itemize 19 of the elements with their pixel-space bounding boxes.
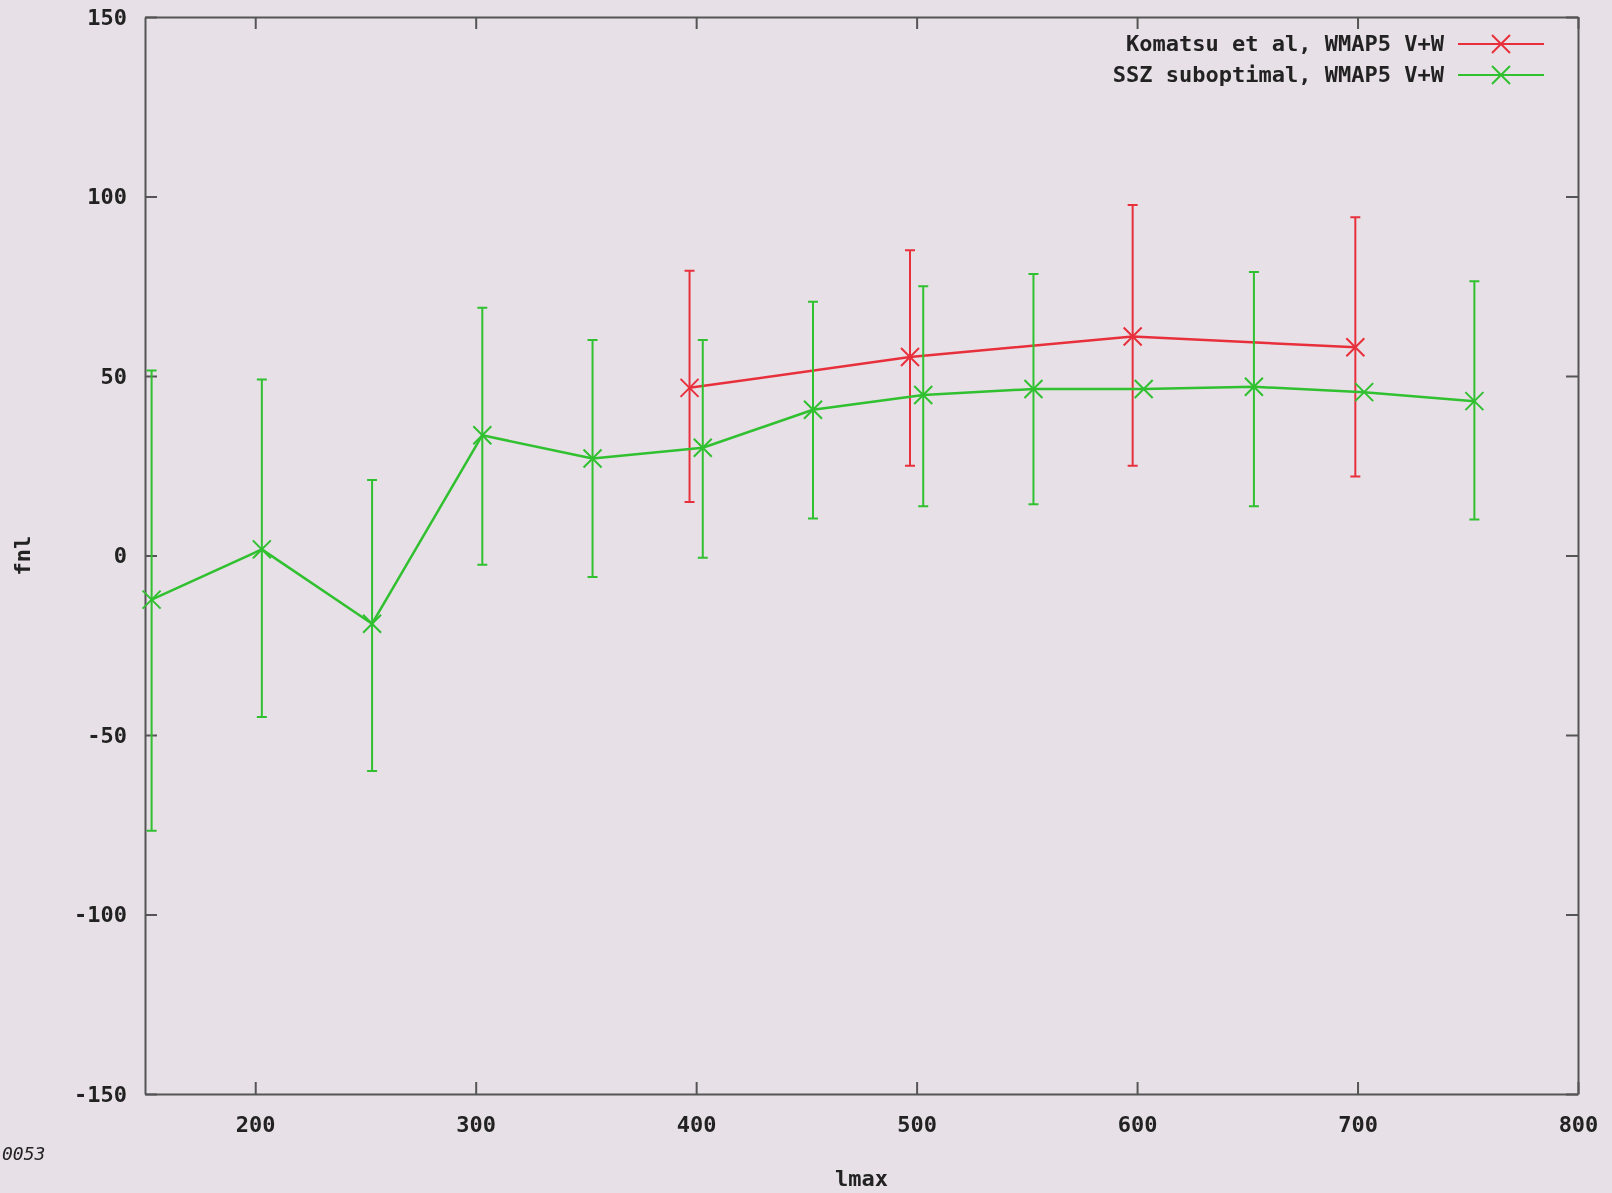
- y-tick-label: -50: [87, 722, 127, 748]
- y-axis-title: fnl: [10, 535, 35, 576]
- y-tick-label: -100: [74, 902, 127, 928]
- legend-label: SSZ suboptimal, WMAP5 V+W: [1112, 62, 1445, 87]
- x-tick-label: 500: [897, 1111, 937, 1137]
- x-tick-label: 600: [1117, 1111, 1158, 1137]
- x-axis-title: lmax: [835, 1166, 888, 1191]
- text: 0053: [2, 1143, 46, 1164]
- x-tick-label: 200: [235, 1111, 276, 1137]
- legend-label: Komatsu et al, WMAP5 V+W: [1126, 31, 1445, 56]
- x-tick-label: 800: [1558, 1111, 1599, 1137]
- x-tick-label: 300: [456, 1111, 497, 1137]
- y-tick-label: -150: [74, 1081, 127, 1107]
- x-tick-label: 400: [676, 1111, 717, 1137]
- y-tick-label: 100: [87, 184, 127, 210]
- x-tick-label: 700: [1338, 1111, 1378, 1137]
- y-tick-label: 0: [113, 543, 127, 569]
- y-tick-label: 150: [87, 4, 127, 30]
- y-tick-label: 50: [100, 363, 127, 389]
